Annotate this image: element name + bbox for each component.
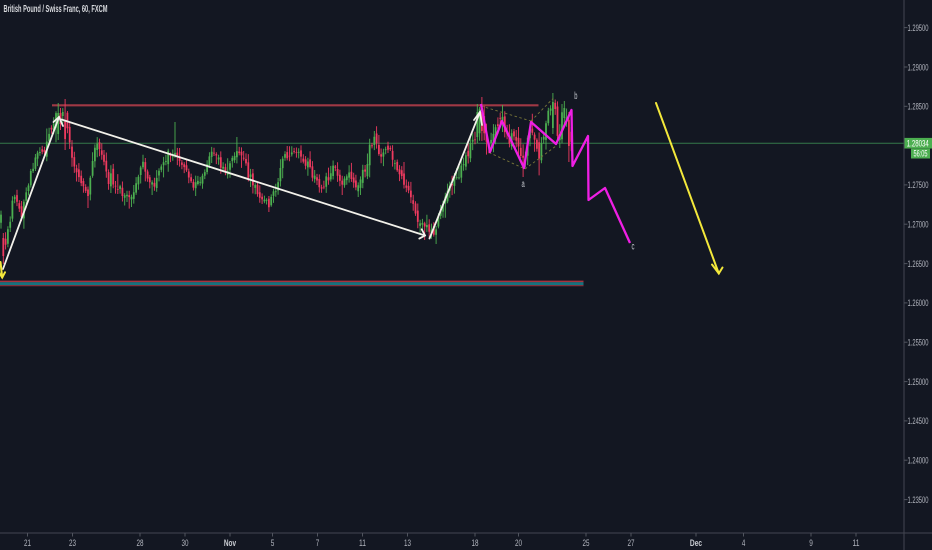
- svg-text:20: 20: [515, 538, 522, 548]
- svg-text:13: 13: [404, 538, 411, 548]
- svg-text:1.24000: 1.24000: [908, 456, 929, 466]
- svg-text:b: b: [574, 91, 577, 102]
- svg-text:1.28034: 1.28034: [907, 138, 929, 148]
- svg-text:4: 4: [742, 538, 746, 548]
- svg-text:21: 21: [24, 538, 31, 548]
- svg-text:Dec: Dec: [690, 538, 702, 548]
- svg-text:c: c: [632, 242, 635, 253]
- svg-text:1.25500: 1.25500: [908, 338, 929, 348]
- svg-text:Nov: Nov: [224, 538, 236, 548]
- svg-text:28: 28: [137, 538, 144, 548]
- svg-text:1.27500: 1.27500: [908, 180, 929, 190]
- svg-text:5: 5: [271, 538, 275, 548]
- svg-text:1.23500: 1.23500: [908, 495, 929, 505]
- svg-text:9: 9: [809, 538, 813, 548]
- svg-text:27: 27: [628, 538, 635, 548]
- svg-text:1.29500: 1.29500: [908, 23, 929, 33]
- svg-text:1.24500: 1.24500: [908, 416, 929, 426]
- svg-text:30: 30: [182, 538, 189, 548]
- svg-text:1.28500: 1.28500: [908, 102, 929, 112]
- svg-text:11: 11: [359, 538, 366, 548]
- svg-text:1.29000: 1.29000: [908, 62, 929, 72]
- svg-text:a: a: [522, 179, 525, 190]
- svg-text:11: 11: [853, 538, 860, 548]
- svg-text:7: 7: [316, 538, 320, 548]
- svg-text:1.25000: 1.25000: [908, 377, 929, 387]
- svg-text:British Pound / Swiss Franc, 6: British Pound / Swiss Franc, 60, FXCM: [4, 4, 108, 15]
- svg-text:1.27000: 1.27000: [908, 220, 929, 230]
- svg-text:25: 25: [583, 538, 590, 548]
- svg-text:18: 18: [472, 538, 479, 548]
- svg-text:56:05: 56:05: [914, 149, 928, 159]
- svg-text:23: 23: [69, 538, 76, 548]
- svg-text:1.26500: 1.26500: [908, 259, 929, 269]
- svg-text:1.26000: 1.26000: [908, 298, 929, 308]
